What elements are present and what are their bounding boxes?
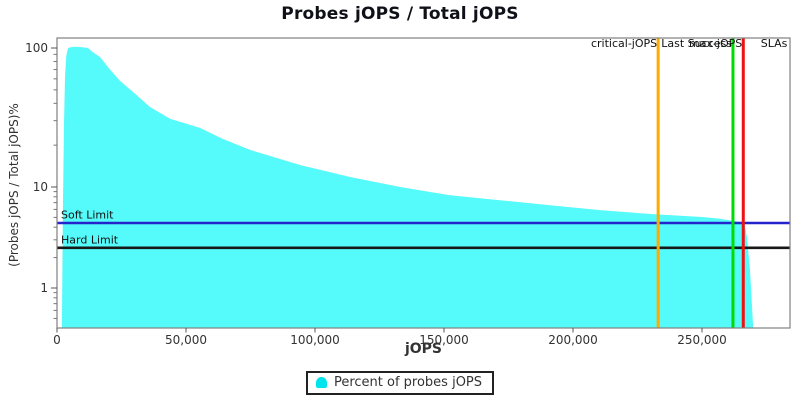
- legend-series-marker-icon: [315, 377, 327, 388]
- last-success-label: Last Success: [661, 37, 732, 50]
- x-axis-title: jOPS: [404, 341, 443, 357]
- x-tick-label: 250,000: [677, 333, 727, 347]
- x-tick-label: 100,000: [290, 333, 340, 347]
- x-tick-label: 150,000: [419, 333, 469, 347]
- x-tick-label: 0: [53, 333, 61, 347]
- slas-label: SLAs: [761, 37, 788, 50]
- y-tick-label: 10: [33, 180, 48, 194]
- soft-limit-label: Soft Limit: [61, 209, 114, 222]
- y-tick-label: 100: [25, 41, 48, 55]
- chart-title: Probes jOPS / Total jOPS: [281, 4, 519, 24]
- max-jops-label: max-jOPS: [689, 37, 742, 50]
- y-axis-title: (Probes jOPS / Total jOPS)%: [7, 103, 21, 267]
- x-tick-label: 200,000: [548, 333, 598, 347]
- legend-series-label: Percent of probes jOPS: [333, 375, 483, 390]
- hard-limit-label: Hard Limit: [61, 233, 119, 246]
- legend: Percent of probes jOPS: [0, 371, 800, 395]
- critical-jops-label: critical-jOPS: [591, 37, 657, 50]
- plot-border: [56, 37, 791, 329]
- probes-area-series: [61, 46, 754, 329]
- y-tick-label: 1: [40, 281, 48, 295]
- legend-box: Percent of probes jOPS: [305, 371, 495, 395]
- x-tick-label: 50,000: [165, 333, 207, 347]
